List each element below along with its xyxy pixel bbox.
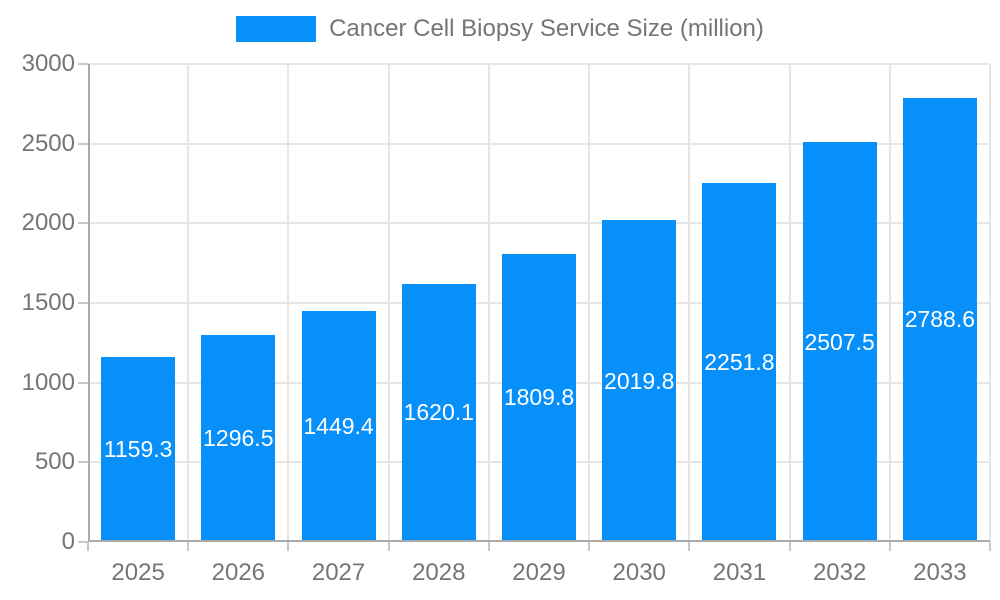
x-axis-tick (588, 542, 591, 551)
x-gridline (888, 64, 891, 542)
x-axis-tick (187, 542, 190, 551)
bar: 1620.1 (401, 283, 476, 542)
legend: Cancer Cell Biopsy Service Size (million… (0, 15, 1000, 43)
x-axis-line (88, 540, 990, 542)
bar-value-label: 2788.6 (904, 306, 976, 333)
y-tick-label: 0 (61, 528, 75, 555)
y-tick-label: 3000 (21, 50, 75, 77)
x-tick-label: 2033 (913, 559, 967, 586)
bar: 2019.8 (602, 220, 677, 542)
bar: 1809.8 (502, 253, 576, 542)
bar: 1296.5 (201, 335, 276, 542)
y-gridline (88, 222, 990, 225)
y-axis-tick (78, 63, 88, 65)
x-axis-tick (788, 542, 791, 551)
bar-value-label: 1159.3 (103, 436, 173, 463)
bar-value-label: 1296.5 (203, 425, 274, 452)
plot-area: 0 500 1000 1500 2000 2500 3000 2025 2026 2027 2028… (22, 50, 991, 586)
x-gridline (588, 64, 591, 542)
x-axis-tick (287, 542, 290, 551)
x-gridline (989, 64, 991, 542)
bar-value-label: 2019.8 (604, 367, 675, 394)
x-tick-label: 2032 (812, 559, 867, 586)
y-axis-line (88, 64, 90, 542)
x-gridline (387, 64, 390, 542)
x-axis-tick (487, 542, 490, 551)
bar: 2251.8 (702, 183, 777, 542)
x-tick-label: 2026 (211, 559, 266, 586)
y-gridline (88, 142, 990, 145)
y-axis-tick (78, 142, 88, 145)
x-axis-tick (688, 542, 691, 551)
y-gridline (88, 63, 990, 65)
bar-value-label: 1620.1 (403, 399, 474, 426)
bar: 2788.6 (902, 97, 977, 542)
x-tick-label: 2031 (712, 559, 767, 586)
y-axis-tick (78, 302, 88, 304)
bar-value-label: 2507.5 (804, 328, 875, 355)
x-gridline (187, 64, 190, 542)
y-tick-label: 1500 (21, 289, 75, 316)
y-tick-label: 2000 (21, 209, 75, 237)
bar-value-label: 2251.8 (704, 349, 775, 376)
x-tick-label: 2025 (111, 559, 165, 586)
y-axis-tick (78, 222, 88, 225)
bar-value-label: 1449.4 (303, 413, 374, 440)
x-axis-tick (989, 542, 991, 551)
legend-label: Cancer Cell Biopsy Service Size (million… (329, 15, 764, 42)
x-tick-label: 2027 (311, 559, 366, 586)
y-tick-label: 2500 (21, 129, 75, 157)
x-gridline (287, 64, 290, 542)
x-axis-tick (87, 542, 89, 551)
x-tick-label: 2029 (512, 559, 566, 586)
bar-value-label: 1809.8 (503, 384, 575, 411)
x-tick-label: 2028 (412, 559, 466, 586)
x-gridline (487, 64, 490, 542)
bar: 1159.3 (101, 357, 176, 542)
bar: 1449.4 (301, 311, 376, 542)
y-axis-tick (78, 541, 88, 543)
y-axis-tick (78, 381, 88, 384)
y-tick-label: 500 (34, 448, 75, 476)
y-tick-label: 1000 (21, 368, 75, 396)
x-gridline (788, 64, 791, 542)
bar: 2507.5 (802, 142, 877, 542)
legend-swatch (236, 16, 317, 42)
x-tick-label: 2030 (612, 559, 666, 586)
y-axis-tick (78, 461, 88, 464)
x-axis-tick (387, 542, 390, 551)
x-axis-tick (888, 542, 891, 551)
x-gridline (688, 64, 691, 542)
